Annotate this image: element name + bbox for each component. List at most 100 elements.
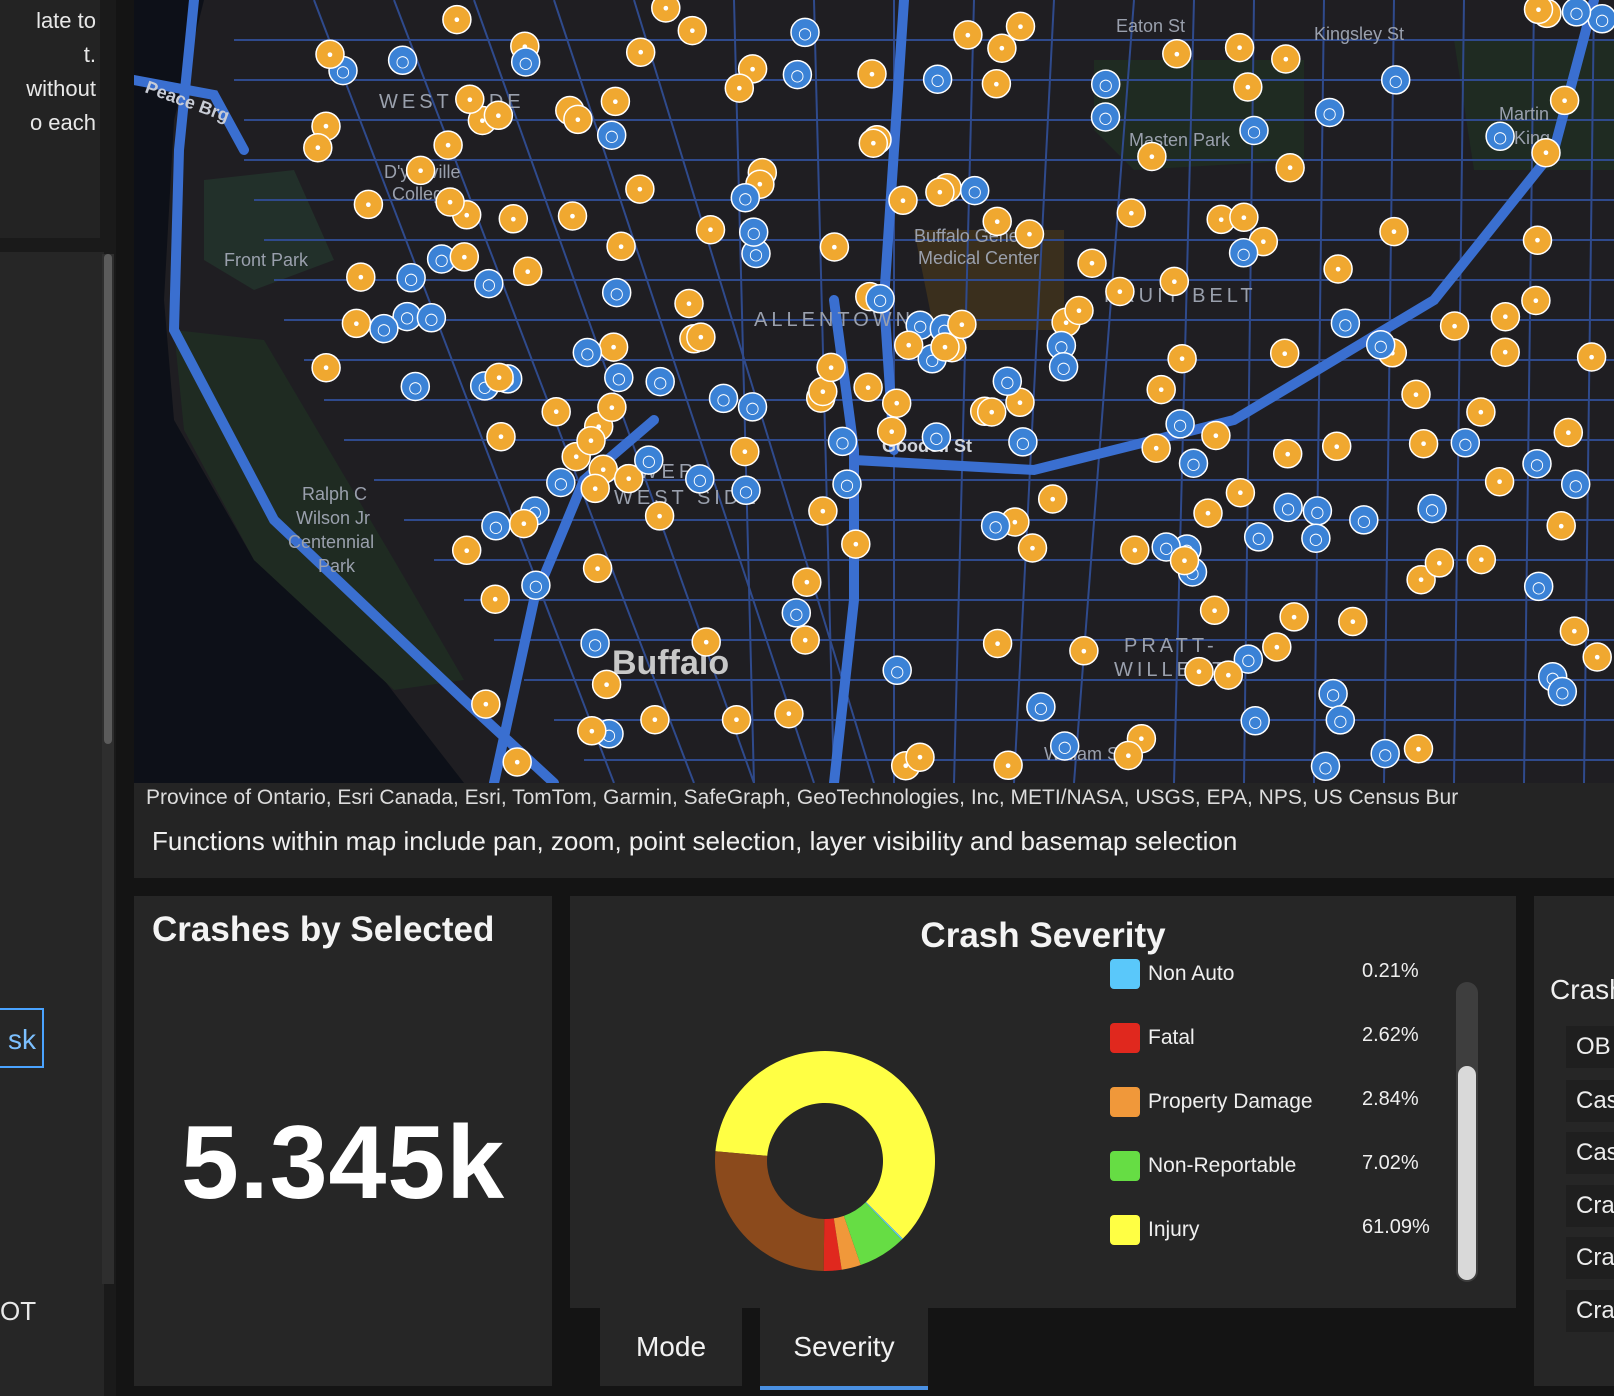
list-item[interactable]: Cas <box>1566 1132 1614 1174</box>
pedestrian-crash-marker[interactable] <box>576 425 606 456</box>
pedestrian-crash-marker[interactable] <box>841 529 871 559</box>
bike-crash-marker[interactable] <box>1450 428 1481 458</box>
pedestrian-crash-marker[interactable] <box>1546 511 1576 541</box>
pedestrian-crash-marker[interactable] <box>1113 740 1144 771</box>
pedestrian-crash-marker[interactable] <box>597 392 627 423</box>
pedestrian-crash-marker[interactable] <box>1262 632 1292 662</box>
pedestrian-crash-marker[interactable] <box>1233 72 1263 102</box>
bike-crash-marker[interactable] <box>1417 493 1447 524</box>
bike-crash-marker[interactable] <box>781 598 812 628</box>
bike-crash-marker[interactable] <box>1370 738 1400 769</box>
pedestrian-crash-marker[interactable] <box>1225 477 1256 508</box>
donut-slice-unknown[interactable] <box>715 1151 825 1271</box>
pedestrian-crash-marker[interactable] <box>774 698 804 729</box>
bike-crash-marker[interactable] <box>387 45 418 76</box>
pedestrian-crash-marker[interactable] <box>484 362 514 393</box>
bike-crash-marker[interactable] <box>604 362 634 393</box>
pedestrian-crash-marker[interactable] <box>541 396 571 427</box>
pedestrian-crash-marker[interactable] <box>857 59 887 89</box>
pedestrian-crash-marker[interactable] <box>1576 342 1607 372</box>
pedestrian-crash-marker[interactable] <box>730 436 760 467</box>
pedestrian-crash-marker[interactable] <box>858 128 889 158</box>
pedestrian-crash-marker[interactable] <box>1017 533 1048 563</box>
pedestrian-crash-marker[interactable] <box>449 242 480 272</box>
pedestrian-crash-marker[interactable] <box>1037 484 1068 514</box>
bike-crash-marker[interactable] <box>980 510 1011 541</box>
pedestrian-crash-marker[interactable] <box>724 73 755 103</box>
pedestrian-crash-marker[interactable] <box>1272 439 1303 469</box>
pedestrian-crash-marker[interactable] <box>925 177 955 207</box>
pedestrian-crash-marker[interactable] <box>651 0 681 23</box>
donut-slice-non-reportable[interactable] <box>843 1202 902 1266</box>
severity-donut-chart[interactable] <box>710 1046 940 1276</box>
pedestrian-crash-marker[interactable] <box>1522 225 1553 255</box>
bike-crash-marker[interactable] <box>1485 121 1515 152</box>
pedestrian-crash-marker[interactable] <box>1439 311 1470 341</box>
bike-crash-marker[interactable] <box>832 469 862 499</box>
bike-crash-marker[interactable] <box>634 445 664 475</box>
pedestrian-crash-marker[interactable] <box>405 155 436 186</box>
list-item[interactable]: OB <box>1566 1026 1614 1068</box>
pedestrian-crash-marker[interactable] <box>1321 431 1352 462</box>
list-item[interactable]: Cra <box>1566 1290 1614 1332</box>
bike-crash-marker[interactable] <box>1240 706 1270 736</box>
bike-crash-marker[interactable] <box>1560 469 1591 500</box>
left-scrollbar-thumb[interactable] <box>104 254 112 744</box>
pedestrian-crash-marker[interactable] <box>1193 498 1223 528</box>
pedestrian-crash-marker[interactable] <box>1146 374 1176 405</box>
pedestrian-crash-marker[interactable] <box>1184 656 1214 687</box>
pedestrian-crash-marker[interactable] <box>311 352 341 383</box>
bike-crash-marker[interactable] <box>1561 0 1592 27</box>
pedestrian-crash-marker[interactable] <box>1201 420 1231 451</box>
legend-scrollbar-thumb[interactable] <box>1458 1066 1476 1280</box>
pedestrian-crash-marker[interactable] <box>876 416 907 447</box>
pedestrian-crash-marker[interactable] <box>625 174 655 204</box>
pedestrian-crash-marker[interactable] <box>557 201 588 231</box>
pedestrian-crash-marker[interactable] <box>1271 44 1301 74</box>
pedestrian-crash-marker[interactable] <box>600 86 631 117</box>
pedestrian-crash-marker[interactable] <box>792 567 822 597</box>
pedestrian-crash-marker[interactable] <box>1159 266 1190 297</box>
pedestrian-crash-marker[interactable] <box>981 69 1012 99</box>
pedestrian-crash-marker[interactable] <box>455 84 485 115</box>
bike-crash-marker[interactable] <box>738 217 769 247</box>
bike-crash-marker[interactable] <box>1365 330 1396 360</box>
bike-crash-marker[interactable] <box>474 268 504 299</box>
pedestrian-crash-marker[interactable] <box>1275 152 1305 183</box>
pedestrian-crash-marker[interactable] <box>893 330 924 360</box>
bike-crash-marker[interactable] <box>1228 238 1259 268</box>
donut-slice-non-auto[interactable] <box>865 1202 903 1240</box>
bike-crash-marker[interactable] <box>827 426 858 457</box>
pedestrian-crash-marker[interactable] <box>1531 137 1561 168</box>
bike-crash-marker[interactable] <box>992 366 1023 396</box>
pedestrian-crash-marker[interactable] <box>346 262 376 292</box>
bike-crash-marker[interactable] <box>1330 308 1361 339</box>
crash-points-layer[interactable]: ○••○••••••••••••○○••••••••••○•○•○○••○○•○… <box>303 0 1614 782</box>
bike-crash-marker[interactable] <box>1273 492 1303 523</box>
bike-crash-marker[interactable] <box>416 303 447 333</box>
pedestrian-crash-marker[interactable] <box>987 33 1017 63</box>
pedestrian-crash-marker[interactable] <box>486 421 516 452</box>
bike-crash-marker[interactable] <box>790 17 820 48</box>
pedestrian-crash-marker[interactable] <box>677 15 708 46</box>
pedestrian-crash-marker[interactable] <box>881 388 912 418</box>
pedestrian-crash-marker[interactable] <box>686 322 716 352</box>
pedestrian-crash-marker[interactable] <box>953 20 983 50</box>
list-item[interactable]: Cra <box>1566 1185 1614 1227</box>
pedestrian-crash-marker[interactable] <box>930 332 960 362</box>
pedestrian-crash-marker[interactable] <box>976 397 1007 427</box>
pedestrian-crash-marker[interactable] <box>1379 216 1409 247</box>
pedestrian-crash-marker[interactable] <box>1338 606 1368 637</box>
pedestrian-crash-marker[interactable] <box>591 669 622 700</box>
pedestrian-crash-marker[interactable] <box>451 535 482 566</box>
pedestrian-crash-marker[interactable] <box>1005 11 1036 42</box>
bike-crash-marker[interactable] <box>782 59 813 90</box>
bike-crash-marker[interactable] <box>922 64 953 94</box>
pedestrian-crash-marker[interactable] <box>982 628 1013 659</box>
pedestrian-crash-marker[interactable] <box>480 584 510 614</box>
pedestrian-crash-marker[interactable] <box>1105 276 1135 307</box>
pedestrian-crash-marker[interactable] <box>1323 254 1353 284</box>
pedestrian-crash-marker[interactable] <box>819 232 850 262</box>
pedestrian-crash-marker[interactable] <box>888 185 918 216</box>
tab-severity[interactable]: Severity <box>760 1308 928 1390</box>
